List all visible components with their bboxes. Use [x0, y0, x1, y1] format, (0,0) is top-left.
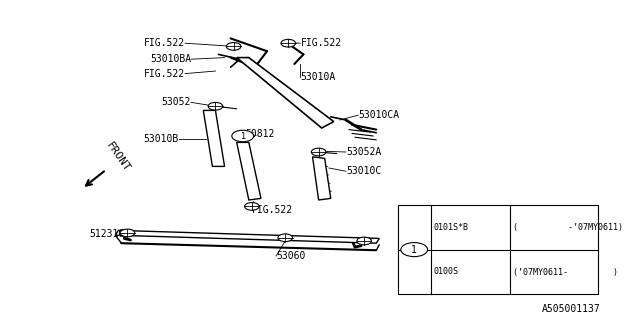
- Text: 53010A: 53010A: [300, 72, 335, 82]
- Text: 51231G: 51231G: [89, 228, 124, 239]
- Circle shape: [244, 203, 259, 210]
- Text: A505001137: A505001137: [542, 304, 601, 314]
- Text: 53060: 53060: [276, 251, 305, 261]
- Polygon shape: [312, 157, 331, 200]
- Circle shape: [311, 148, 326, 156]
- Text: (’07MY0611-         ): (’07MY0611- ): [513, 268, 618, 276]
- Text: 53010B: 53010B: [144, 134, 179, 144]
- Polygon shape: [204, 110, 225, 166]
- Text: 53052: 53052: [162, 97, 191, 108]
- Text: 53010C: 53010C: [346, 166, 381, 176]
- Circle shape: [357, 237, 371, 245]
- Polygon shape: [115, 230, 380, 243]
- Text: 1: 1: [412, 244, 417, 255]
- Text: 53010CA: 53010CA: [358, 110, 399, 120]
- Text: FIG.522: FIG.522: [144, 38, 185, 48]
- Text: (          -’07MY0611): ( -’07MY0611): [513, 223, 623, 232]
- Polygon shape: [237, 142, 261, 200]
- Circle shape: [278, 234, 292, 242]
- Circle shape: [232, 130, 253, 142]
- Circle shape: [227, 43, 241, 50]
- Text: FIG.522: FIG.522: [252, 204, 293, 215]
- Bar: [397, 205, 598, 294]
- Text: 53010BA: 53010BA: [150, 54, 191, 64]
- Text: FRONT: FRONT: [104, 140, 132, 173]
- Polygon shape: [237, 58, 334, 128]
- Text: 0100S: 0100S: [434, 268, 459, 276]
- Circle shape: [281, 39, 296, 47]
- Circle shape: [401, 243, 428, 257]
- Text: 1: 1: [240, 132, 245, 140]
- Text: FIG.522: FIG.522: [144, 68, 185, 79]
- Text: 53052A: 53052A: [346, 147, 381, 157]
- Circle shape: [120, 229, 135, 237]
- Circle shape: [208, 102, 223, 110]
- Text: 50812: 50812: [246, 129, 275, 140]
- Text: 0101S*B: 0101S*B: [434, 223, 469, 232]
- Text: FIG.522: FIG.522: [300, 38, 342, 48]
